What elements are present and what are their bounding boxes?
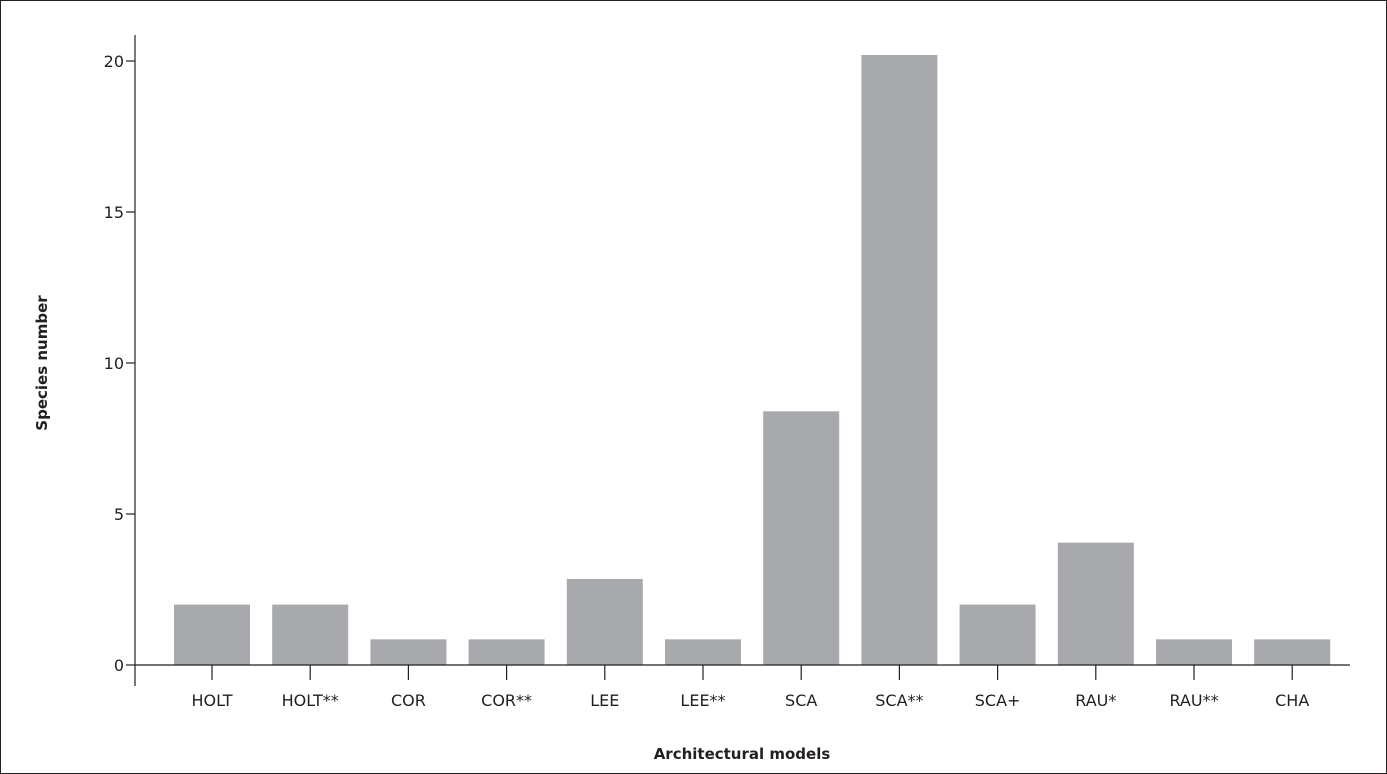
bar-sca-8 bbox=[959, 604, 1036, 665]
bar-holt-1 bbox=[272, 604, 349, 665]
y-ticks: 0 5 10 15 20 bbox=[104, 52, 135, 675]
x-tick-label: SCA bbox=[785, 691, 817, 710]
x-tick-label: LEE** bbox=[680, 691, 725, 710]
x-tick-label: COR** bbox=[481, 691, 532, 710]
x-tick-label: SCA** bbox=[875, 691, 923, 710]
bar-sca-6 bbox=[763, 411, 840, 665]
bars-layer bbox=[174, 54, 1331, 665]
x-tick-label: CHA bbox=[1275, 691, 1309, 710]
bar-sca-7 bbox=[861, 54, 938, 665]
x-tick-label: RAU* bbox=[1075, 691, 1116, 710]
x-tick-label: COR bbox=[391, 691, 426, 710]
y-axis-title: Species number bbox=[33, 295, 51, 431]
x-axis-title: Architectural models bbox=[654, 745, 831, 763]
y-tick-label: 10 bbox=[104, 354, 124, 373]
x-tick-label: SCA+ bbox=[975, 691, 1021, 710]
y-tick-label: 15 bbox=[104, 203, 124, 222]
bar-cha-11 bbox=[1254, 639, 1331, 665]
x-tick-label: HOLT bbox=[191, 691, 232, 710]
axes-layer bbox=[134, 35, 1350, 686]
bar-rau-10 bbox=[1156, 639, 1232, 665]
bar-holt-0 bbox=[174, 604, 250, 665]
bar-lee-4 bbox=[566, 578, 643, 665]
x-tick-label: HOLT** bbox=[282, 691, 339, 710]
bar-cor-2 bbox=[370, 639, 447, 665]
x-ticks: HOLT HOLT** COR COR** LEE LEE** SCA SCA** SCA+ RA… bbox=[191, 665, 1309, 710]
y-tick-label: 5 bbox=[114, 505, 124, 524]
x-tick-label: LEE bbox=[590, 691, 619, 710]
x-tick-label: RAU** bbox=[1169, 691, 1218, 710]
y-tick-label: 20 bbox=[104, 52, 124, 71]
bar-lee-5 bbox=[665, 639, 741, 665]
bar-rau-9 bbox=[1057, 542, 1134, 665]
bar-cor-3 bbox=[468, 639, 545, 665]
y-tick-label: 0 bbox=[114, 656, 124, 675]
